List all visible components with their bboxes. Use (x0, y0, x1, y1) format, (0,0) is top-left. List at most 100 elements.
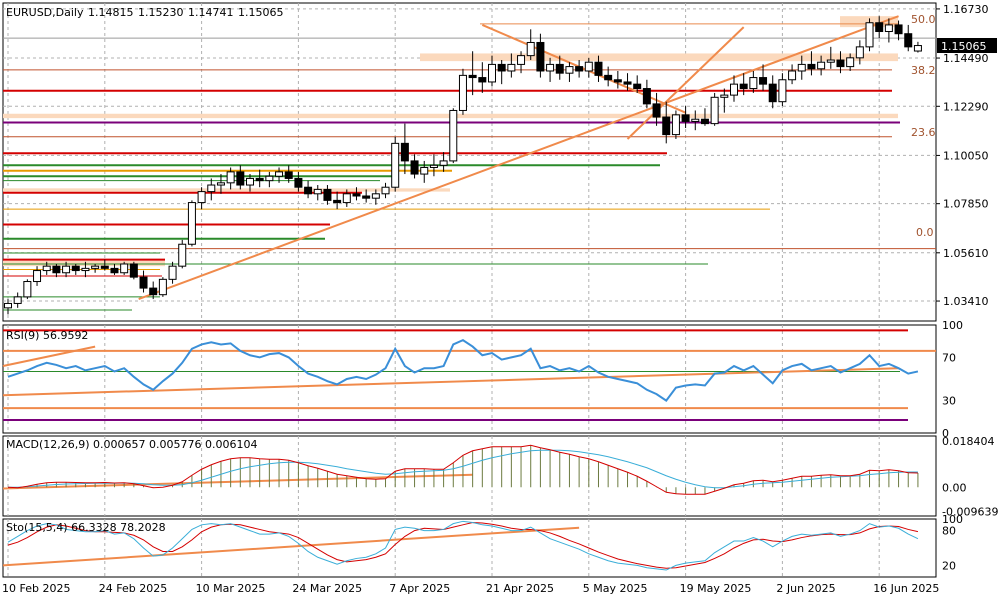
candle (62, 261, 71, 278)
candle (110, 263, 119, 275)
candle-body-bear (594, 61, 603, 76)
candle (575, 60, 584, 78)
candle (700, 108, 709, 126)
candle (710, 92, 719, 126)
candle-body-bull (187, 202, 196, 245)
candle-body-bull (439, 160, 448, 166)
candle (778, 73, 787, 107)
rsi-line (7, 338, 919, 402)
candle (400, 123, 409, 175)
macd-y-tick-label: 0.00 (942, 481, 967, 494)
candle-body-bear (410, 160, 419, 175)
ohlc-close: 1.15065 (238, 6, 284, 19)
candle (913, 41, 922, 53)
candle (488, 55, 496, 87)
candle (817, 55, 826, 76)
candle (381, 182, 390, 199)
macd-panel-frame (2, 435, 937, 517)
candle (187, 200, 196, 247)
candlestick-series (4, 16, 922, 315)
ohlc-high: 1.15230 (138, 6, 184, 19)
candle (865, 18, 874, 52)
x-tick-label: 24 Feb 2025 (99, 582, 167, 595)
candle (304, 180, 313, 199)
x-tick-label: 7 Apr 2025 (389, 582, 450, 595)
candle (517, 51, 526, 74)
price-panel-title: EURUSD,Daily (6, 6, 84, 19)
candle (284, 165, 293, 183)
candle (42, 261, 51, 275)
candle-body-bull (565, 66, 574, 74)
candle (226, 167, 235, 190)
candle (855, 40, 864, 65)
rsi-y-tick-label: 0 (942, 427, 949, 440)
candle (759, 64, 768, 91)
fib-zone-38 (420, 53, 898, 62)
price-y-tick-label: 1.07850 (943, 198, 989, 211)
candle (168, 261, 177, 284)
fib-label-38: 38.2 (911, 64, 936, 77)
fib-label-0: 0.0 (916, 226, 934, 239)
candle-body-bull (4, 302, 12, 309)
x-tick-label: 10 Mar 2025 (196, 582, 266, 595)
price-y-tick-label: 1.03410 (943, 295, 989, 308)
candle-body-bear (575, 66, 584, 72)
candle (265, 171, 274, 188)
candle (652, 92, 661, 126)
price-y-tick-label: 1.16730 (943, 3, 989, 16)
candle (197, 187, 206, 210)
candle-body-bear (362, 195, 371, 199)
candle-body-bull (391, 142, 400, 188)
candle (546, 57, 555, 82)
candle-body-bear (323, 188, 332, 201)
candle (4, 299, 12, 315)
candle (333, 191, 342, 210)
x-tick-label: 2 Jun 2025 (776, 582, 835, 595)
price-y-tick-label: 1.14490 (943, 52, 989, 65)
candle (313, 185, 322, 201)
candle-body-bull (507, 63, 516, 72)
current-price-label: 1.15065 (941, 40, 987, 53)
candle-body-bear (700, 118, 709, 125)
candle (52, 263, 61, 278)
candle-body-bull (178, 243, 187, 267)
x-tick-label: 19 May 2025 (680, 582, 752, 595)
candle (604, 66, 613, 87)
candle-body-bear (536, 41, 545, 72)
candle (468, 51, 477, 96)
candle (642, 79, 651, 109)
candle-body-bear (613, 79, 622, 83)
candle-body-bull (216, 182, 225, 186)
candle-body-bull (449, 109, 458, 162)
candle (788, 64, 797, 85)
candle-body-bear (642, 88, 651, 105)
x-tick-label: 21 Apr 2025 (486, 582, 554, 595)
candle-body-bull (458, 74, 467, 111)
candle-body-bull (371, 193, 380, 199)
candle (691, 110, 700, 131)
candle (178, 239, 187, 269)
candle (149, 281, 158, 300)
candle (836, 51, 845, 74)
fib-zone-50 (840, 16, 898, 28)
candle (158, 277, 167, 297)
candle-body-bull (33, 270, 42, 283)
rsi-trendline (2, 367, 899, 397)
candle (294, 171, 303, 192)
candle (81, 261, 90, 278)
candle (507, 53, 516, 78)
rsi-y-tick-label: 100 (942, 319, 963, 332)
candle (807, 51, 816, 76)
candle (739, 73, 748, 96)
stochastic-panel-frame (2, 518, 937, 578)
candle-body-bull (13, 296, 22, 304)
candle (478, 62, 487, 93)
candle-body-bull (884, 24, 893, 33)
candle-body-bear (768, 83, 777, 103)
candle (565, 62, 574, 82)
candle-body-bull (42, 265, 51, 272)
candle-body-bull (62, 265, 71, 274)
candle-body-bear (497, 63, 506, 72)
candle (584, 57, 593, 78)
candle-body-bear (352, 193, 361, 197)
